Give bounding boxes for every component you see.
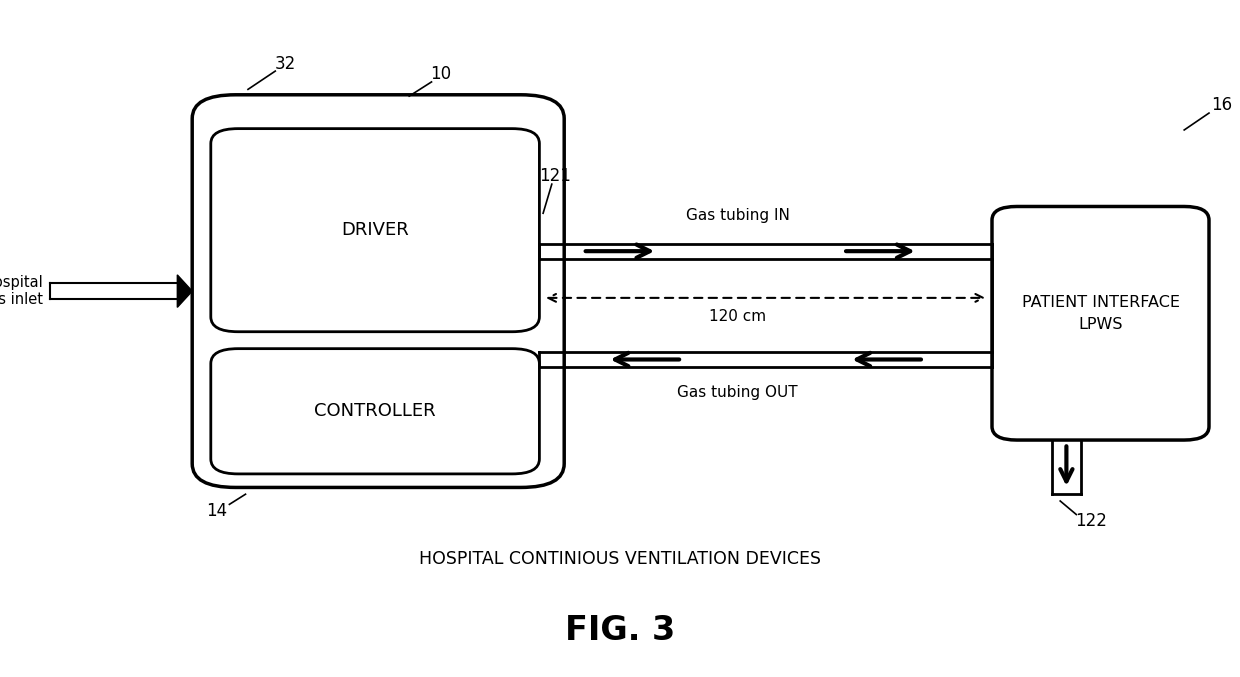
Text: 120 cm: 120 cm bbox=[709, 309, 766, 324]
Text: Gas tubing IN: Gas tubing IN bbox=[686, 208, 790, 223]
FancyBboxPatch shape bbox=[992, 206, 1209, 440]
Text: PATIENT INTERFACE
LPWS: PATIENT INTERFACE LPWS bbox=[1022, 294, 1179, 332]
FancyBboxPatch shape bbox=[211, 129, 539, 332]
FancyBboxPatch shape bbox=[211, 349, 539, 474]
FancyBboxPatch shape bbox=[192, 95, 564, 487]
Text: FIG. 3: FIG. 3 bbox=[565, 615, 675, 647]
Text: 122: 122 bbox=[1075, 512, 1107, 530]
Text: 14: 14 bbox=[206, 502, 228, 520]
Text: CONTROLLER: CONTROLLER bbox=[314, 402, 436, 420]
Text: 121: 121 bbox=[539, 167, 572, 185]
Text: HOSPITAL CONTINIOUS VENTILATION DEVICES: HOSPITAL CONTINIOUS VENTILATION DEVICES bbox=[419, 550, 821, 567]
Text: 10: 10 bbox=[429, 66, 451, 83]
Text: 32: 32 bbox=[274, 56, 296, 73]
Text: DRIVER: DRIVER bbox=[341, 221, 409, 239]
Text: Gas tubing OUT: Gas tubing OUT bbox=[677, 385, 799, 400]
Polygon shape bbox=[177, 275, 192, 307]
Text: 16: 16 bbox=[1210, 96, 1233, 114]
Text: Hospital
gas inlet: Hospital gas inlet bbox=[0, 275, 43, 307]
